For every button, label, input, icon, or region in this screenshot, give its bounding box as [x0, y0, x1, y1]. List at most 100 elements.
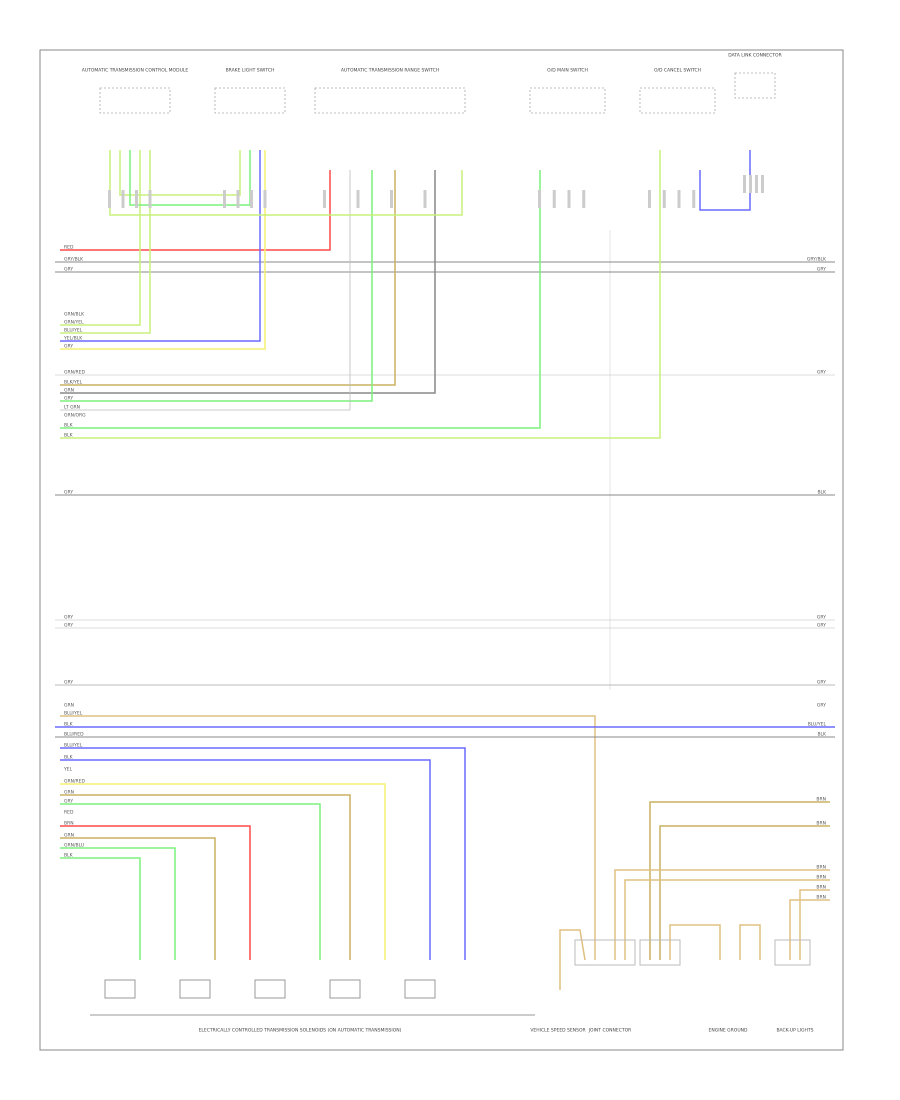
wire-label: GRN/ORG	[64, 413, 86, 419]
connector	[567, 190, 571, 208]
wire-label: BLK	[817, 490, 827, 496]
wire-label: BRN	[816, 797, 826, 803]
wire-label: BLK	[64, 423, 74, 429]
wire-label: GRN	[64, 790, 74, 796]
wire-label: GRY	[64, 799, 73, 805]
connector	[148, 190, 152, 208]
solenoid	[254, 979, 286, 999]
wire-label: RED	[64, 810, 74, 816]
wire	[799, 889, 830, 960]
component-label: ENGINE GROUND	[709, 1028, 748, 1034]
connector	[677, 190, 681, 208]
wire	[60, 825, 251, 960]
wire-label: BLU/YEL	[64, 711, 83, 717]
wire-label: RED	[64, 245, 74, 251]
wire-label: GRN/YEL	[64, 320, 84, 326]
connector	[574, 939, 636, 966]
wire-label: BLU/YEL	[64, 743, 83, 749]
solenoid	[104, 979, 136, 999]
wire-label: BLK	[64, 433, 74, 439]
wire	[109, 150, 463, 216]
wire-label: BRN	[816, 875, 826, 881]
wire-label: BRN	[816, 865, 826, 871]
connector	[582, 190, 586, 208]
wire-label: GRY	[817, 623, 826, 629]
wire	[649, 801, 830, 960]
component	[99, 87, 171, 114]
wire-label: BLK	[64, 722, 74, 728]
component-label: DATA LINK CONNECTOR	[728, 53, 781, 59]
wire-label: YEL	[63, 767, 73, 773]
component	[639, 87, 716, 114]
wire-label: GRY	[817, 680, 826, 686]
wire	[60, 170, 351, 411]
wire	[60, 150, 151, 334]
connector	[263, 190, 267, 208]
connector	[639, 939, 681, 966]
component	[734, 72, 776, 99]
component-label: VEHICLE SPEED SENSOR	[530, 1028, 585, 1034]
component-label: AUTOMATIC TRANSMISSION RANGE SWITCH	[341, 68, 439, 74]
solenoid	[179, 979, 211, 999]
wire	[60, 759, 431, 960]
wire-label: BLU/YEL	[64, 328, 83, 334]
connector	[223, 190, 226, 208]
wire-label: BLU/RED	[64, 732, 84, 738]
wire-label: GRN	[64, 833, 74, 839]
component-label: O/D CANCEL SWITCH	[654, 68, 701, 74]
wire-label: BRN	[816, 885, 826, 891]
wire	[60, 794, 351, 960]
connector	[135, 190, 138, 208]
connector	[121, 190, 125, 208]
wire	[659, 825, 830, 960]
wire-label: GRN/BLK	[64, 312, 85, 318]
connector	[774, 939, 811, 966]
connector	[423, 190, 427, 208]
wire-label: GRN	[64, 703, 74, 709]
connector	[236, 190, 240, 208]
wire-label: BLK	[817, 732, 827, 738]
solenoid	[404, 979, 436, 999]
wire-label: BLU/YEL	[808, 722, 827, 728]
wire-label: BRN	[816, 821, 826, 827]
wire-label: GRY	[817, 703, 826, 709]
wire	[699, 150, 751, 211]
wire	[739, 924, 761, 960]
wire-label: BRN	[64, 821, 74, 827]
wire	[129, 150, 251, 206]
component	[529, 87, 606, 114]
connector	[648, 190, 651, 208]
wire	[60, 803, 321, 960]
connector	[749, 175, 752, 193]
wire	[60, 170, 373, 402]
wire	[60, 150, 266, 350]
wire	[60, 170, 396, 386]
wire	[60, 715, 596, 960]
wire-label: GRY	[64, 490, 73, 496]
component-label: BACK-UP LIGHTS	[776, 1028, 813, 1034]
wire-label: GRY/BLK	[807, 257, 827, 263]
component-label: ELECTRICALLY CONTROLLED TRANSMISSION SOL…	[199, 1028, 402, 1034]
wire	[60, 150, 141, 326]
solenoid	[329, 979, 361, 999]
wire-label: GRN/RED	[64, 370, 85, 376]
wire-label: BLK	[64, 755, 74, 761]
wire-label: LT GRN	[64, 405, 80, 411]
wire-label: BLK	[64, 853, 74, 859]
wire-label: GRY	[64, 615, 73, 621]
component-label: JOINT CONNECTOR	[588, 1028, 632, 1034]
connector	[761, 175, 764, 193]
wire-label: GRY	[64, 267, 73, 273]
connector	[390, 190, 393, 208]
wire	[624, 879, 830, 960]
connector	[108, 190, 111, 208]
connector	[692, 190, 696, 208]
connector	[323, 190, 326, 208]
wire	[119, 150, 241, 196]
wire	[60, 747, 466, 960]
wire	[60, 150, 661, 439]
wire-label: GRY	[817, 615, 826, 621]
component	[314, 87, 466, 114]
wire	[60, 847, 176, 960]
